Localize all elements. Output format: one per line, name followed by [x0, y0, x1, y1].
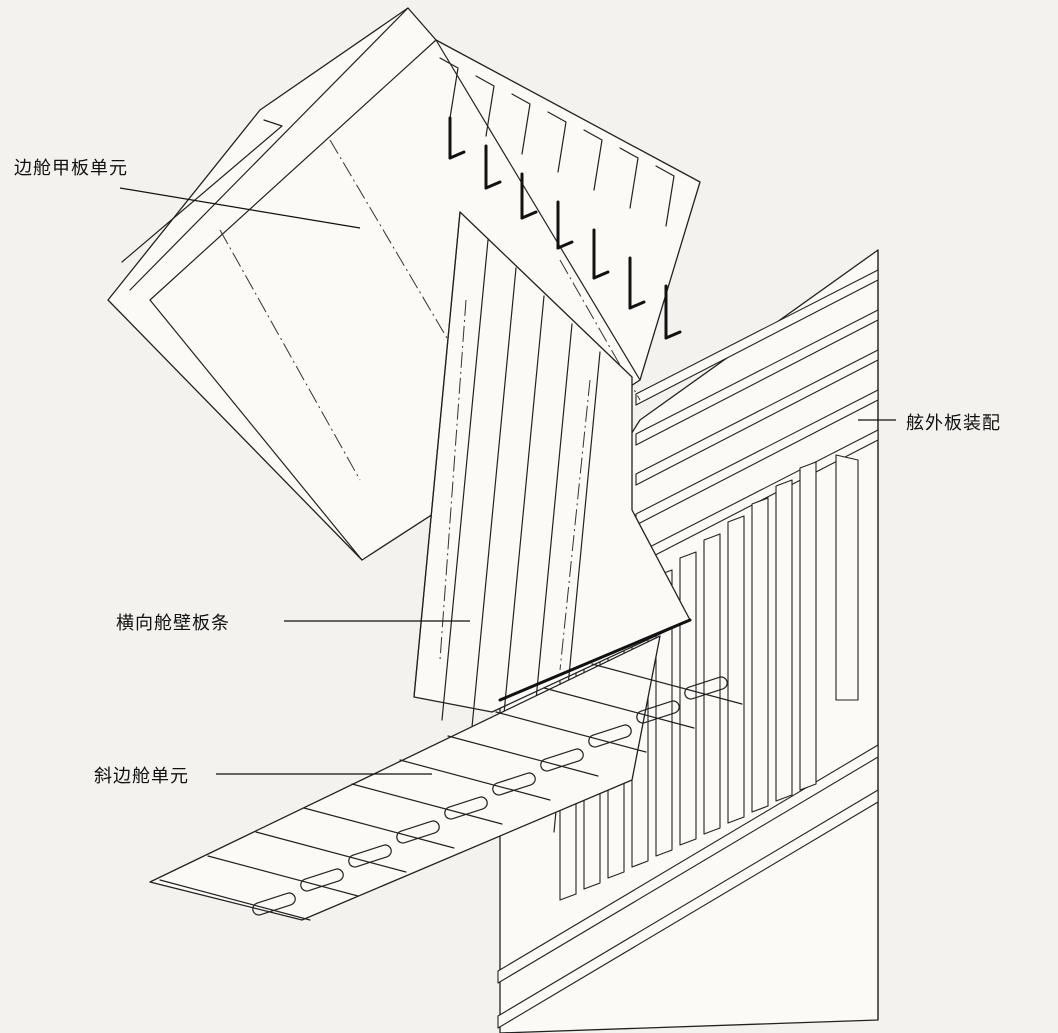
web-strip [655, 569, 673, 857]
deck-longitudinal-flange [664, 330, 682, 340]
hopper-floor-web [303, 807, 455, 849]
deck-fold-lower [149, 299, 363, 561]
leader-side-deck-unit [119, 187, 361, 229]
web-strip [799, 461, 817, 791]
hopper-floor-web [207, 855, 359, 897]
deck-longitudinal [655, 165, 675, 227]
deck-longitudinal-flange [484, 180, 502, 190]
shell-lower-stiffener [497, 744, 879, 984]
deck-fold [435, 39, 641, 381]
deck-longitudinal-flange [520, 210, 538, 220]
shell-stiffener [635, 349, 879, 486]
hopper-floor-web [351, 783, 503, 825]
hopper-floor-web [495, 711, 647, 753]
label-hopper-tank-unit: 斜边舱单元 [94, 766, 189, 787]
hopper-lightening-hole [348, 844, 392, 868]
deck-centreline [329, 139, 461, 361]
deck-longitudinal [475, 75, 495, 137]
bulkhead-stiffener [469, 267, 517, 749]
web-strip [727, 515, 745, 824]
web-strip [775, 479, 793, 802]
deck-longitudinal-flange [592, 270, 610, 280]
web-strip [703, 533, 721, 835]
shell-stiffener [635, 269, 879, 406]
hopper-lightening-hole [588, 724, 632, 748]
hopper-lightening-hole [300, 868, 344, 892]
hopper-tank-unit [149, 618, 743, 921]
deck-longitudinal [511, 93, 531, 155]
label-transverse-bulkhead-strip: 横向舱壁板条 [116, 613, 230, 634]
leader-lines [119, 187, 896, 775]
hopper-floor-web [255, 831, 407, 873]
web-strip [751, 497, 769, 813]
shell-web-frame [835, 454, 859, 701]
hopper-floor-web [591, 663, 743, 705]
deck-edge-top [129, 7, 409, 291]
deck-longitudinal-flange [628, 300, 646, 310]
deck-centreline [219, 229, 361, 481]
hopper-lightening-hole [492, 772, 536, 796]
hopper-lightening-hole [636, 700, 680, 724]
hopper-upper-edge [498, 618, 692, 702]
hopper-floor-web [447, 735, 599, 777]
bulkhead-stiffener [441, 239, 489, 721]
bulkhead-centreline [559, 379, 591, 671]
hopper-lightening-hole [684, 676, 728, 700]
hopper-lightening-hole [252, 892, 296, 916]
deck-longitudinal [547, 111, 567, 173]
deck-longitudinal [619, 147, 639, 209]
deck-unit-notch [121, 119, 283, 263]
label-side-deck-unit: 边舱甲板单元 [14, 158, 128, 179]
hopper-floor [149, 635, 661, 921]
hopper-lightening-hole [396, 820, 440, 844]
deck-longitudinal-flange [448, 150, 466, 160]
shell-lower-stiffener [497, 789, 879, 1029]
hopper-floor-web [159, 879, 311, 921]
deck-longitudinal-flange [556, 240, 574, 250]
hopper-lightening-hole [540, 748, 584, 772]
label-shell-plate-assembly: 舷外板装配 [906, 413, 1001, 434]
deck-longitudinal [583, 129, 603, 191]
bulkhead-centreline [439, 299, 467, 661]
deck-longitudinal [439, 57, 459, 119]
hopper-floor-web [543, 687, 695, 729]
shell-stiffener [635, 309, 879, 446]
deck-edge-inner [149, 39, 437, 301]
hopper-floor-web [399, 759, 551, 801]
bulkhead-edge [413, 211, 461, 698]
hopper-lightening-hole [444, 796, 488, 820]
